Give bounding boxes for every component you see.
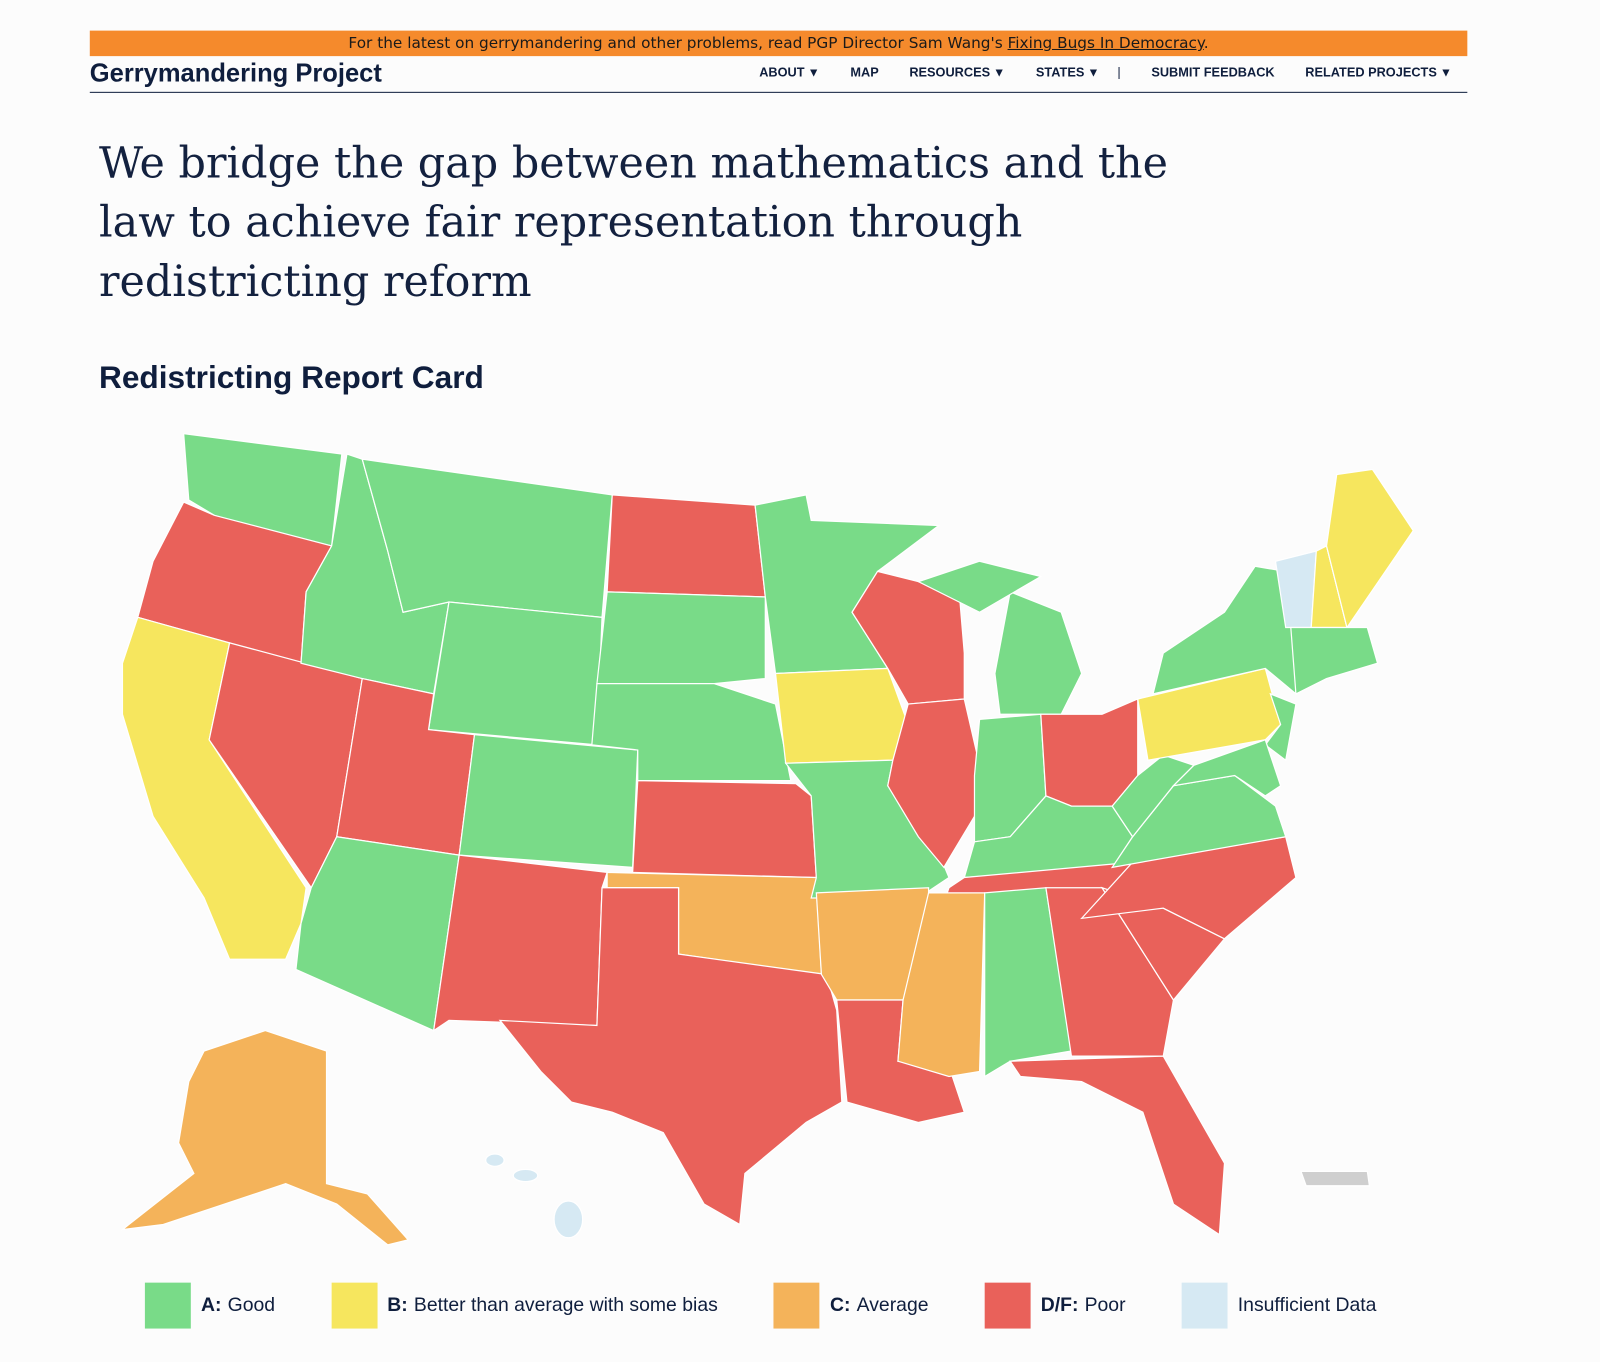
legend-text: Insufficient Data (1237, 1294, 1377, 1316)
nav-item[interactable]: STATES ▼ | (1035, 65, 1121, 80)
legend-swatch (144, 1282, 191, 1329)
legend-text: Better than average with some bias (413, 1294, 718, 1316)
legend-item: Insufficient Data (1181, 1282, 1377, 1329)
legend-text: Good (227, 1294, 276, 1316)
logo[interactable]: Gerrymandering Project (89, 59, 382, 88)
legend-label: A: Good (201, 1294, 275, 1316)
legend-item: C: Average (773, 1282, 929, 1329)
nav-label: SUBMIT FEEDBACK (1151, 65, 1275, 80)
legend-grade: A: (201, 1294, 222, 1316)
legend-swatch (773, 1282, 820, 1329)
nav-label: RESOURCES (909, 65, 991, 80)
nav-label: STATES (1035, 65, 1085, 80)
legend-grade: B: (387, 1294, 408, 1316)
banner-text: For the latest on gerrymandering and oth… (348, 33, 1008, 53)
legend-grade: D/F: (1040, 1294, 1079, 1316)
nav-item[interactable]: MAP (850, 65, 878, 79)
legend-text: Average (856, 1294, 929, 1316)
headline: We bridge the gap between mathematics an… (98, 137, 1169, 307)
legend-label: B: Better than average with some bias (387, 1294, 718, 1316)
banner: For the latest on gerrymandering and oth… (89, 30, 1468, 57)
banner-suffix: . (1203, 33, 1209, 53)
banner-link[interactable]: Fixing Bugs In Democracy (1007, 33, 1204, 53)
nav: ABOUT ▼ MAP RESOURCES ▼ STATES ▼ | SUBMIT F… (759, 65, 1452, 79)
nav-label: RELATED PROJECTS (1305, 65, 1437, 80)
nav-label: MAP (850, 65, 879, 80)
legend-grade: C: (830, 1294, 851, 1316)
legend-swatch (984, 1282, 1031, 1329)
section-title: Redistricting Report Card (98, 359, 484, 395)
nav-item[interactable]: ABOUT ▼ (759, 65, 820, 80)
nav-item[interactable]: RELATED PROJECTS ▼ (1305, 65, 1453, 80)
header-rule (89, 91, 1468, 93)
legend-item: B: Better than average with some bias (331, 1282, 718, 1329)
nav-item[interactable]: SUBMIT FEEDBACK (1151, 65, 1274, 79)
legend-item: A: Good (144, 1282, 275, 1329)
legend-label: D/F: Poor (1041, 1294, 1126, 1316)
legend-label: C: Average (830, 1294, 928, 1316)
legend-swatch (1181, 1282, 1228, 1329)
nav-item[interactable]: RESOURCES ▼ (909, 65, 1006, 80)
legend-item: D/F: Poor (984, 1282, 1126, 1329)
legend-swatch (331, 1282, 378, 1329)
legend-text: Poor (1084, 1294, 1126, 1316)
legend: A: Good B: Better than average with some bi… (144, 1282, 1377, 1329)
nav-label: ABOUT (759, 65, 805, 80)
legend-label: Insufficient Data (1238, 1294, 1377, 1316)
